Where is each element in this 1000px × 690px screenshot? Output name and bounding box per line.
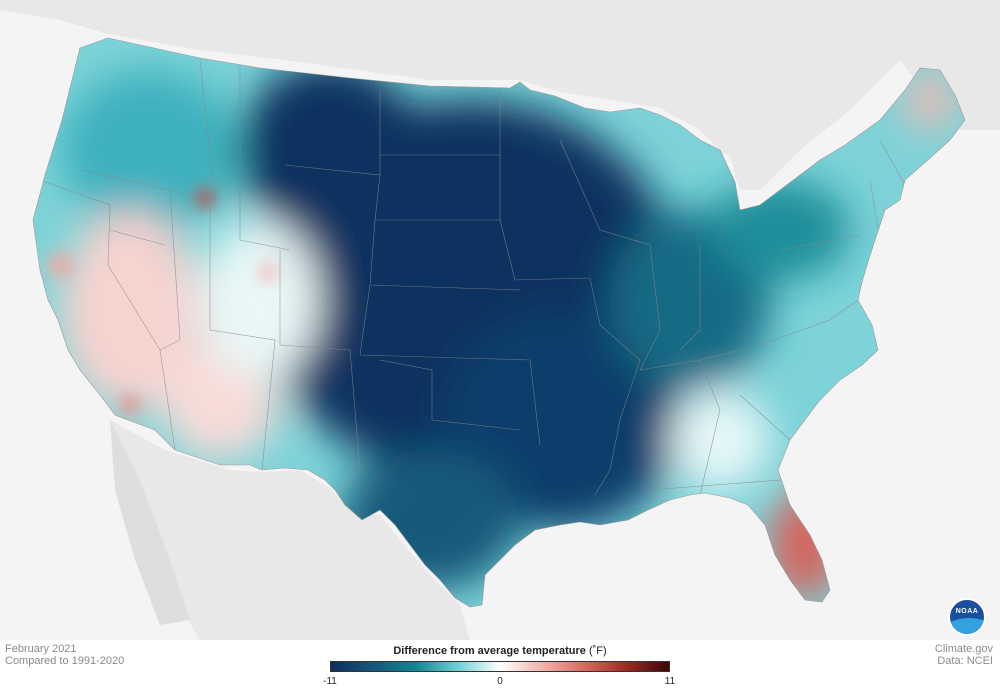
caption-data: Data: NCEI bbox=[937, 655, 993, 667]
legend-title: Difference from average temperature (˚F) bbox=[330, 645, 670, 657]
mexico-landmass bbox=[110, 420, 470, 640]
legend-tick-min: -11 bbox=[323, 676, 337, 687]
us-outline bbox=[32, 37, 966, 608]
caption-baseline: Compared to 1991-2020 bbox=[5, 655, 125, 667]
temperature-anomaly-map bbox=[0, 0, 1000, 640]
footer: February 2021 Compared to 1991-2020 Diff… bbox=[0, 640, 1000, 690]
caption-right: Climate.gov Data: NCEI bbox=[935, 643, 993, 667]
canada-landmass bbox=[0, 0, 1000, 190]
state-boundaries bbox=[39, 59, 906, 496]
caption-source: Climate.gov bbox=[934, 643, 993, 655]
caption-date: February 2021 bbox=[5, 643, 77, 655]
noaa-logo-text: NOAA bbox=[955, 608, 979, 615]
legend-tick-max: 11 bbox=[664, 676, 676, 687]
noaa-logo-icon: NOAA bbox=[948, 598, 986, 636]
legend-tick-zero: 0 bbox=[497, 676, 503, 687]
legend-unit: (˚F) bbox=[588, 645, 607, 657]
legend-color-bar bbox=[330, 661, 670, 672]
legend-title-text: Difference from average temperature bbox=[393, 645, 586, 657]
caption-left: February 2021 Compared to 1991-2020 bbox=[5, 643, 124, 667]
baja-landmass bbox=[110, 420, 190, 625]
